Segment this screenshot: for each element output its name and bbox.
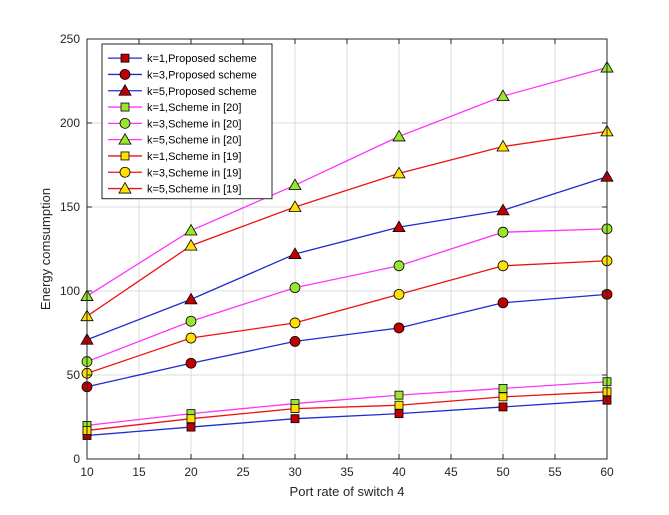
data-point <box>186 414 196 424</box>
y-tick-label: 0 <box>73 452 80 466</box>
data-point <box>288 247 302 259</box>
legend-label: k=3,Scheme in [20] <box>147 118 241 130</box>
legend-label: k=1,Proposed scheme <box>147 53 257 65</box>
data-point <box>498 402 508 412</box>
legend-label: k=5,Scheme in [20] <box>147 135 241 147</box>
data-point <box>496 203 510 216</box>
data-point <box>393 260 405 272</box>
x-tick-label: 45 <box>444 465 458 479</box>
data-point <box>185 332 197 344</box>
legend-label: k=3,Scheme in [19] <box>147 167 241 179</box>
data-point <box>290 414 300 424</box>
data-point <box>498 392 508 402</box>
series-line <box>86 176 608 341</box>
legend-marker <box>120 102 130 112</box>
data-point <box>497 297 509 309</box>
series-line <box>86 381 608 427</box>
legend-item: k=1,Scheme in [19] <box>108 151 241 163</box>
y-tick-label: 150 <box>60 200 80 214</box>
data-point <box>394 390 404 400</box>
legend-label: k=5,Scheme in [19] <box>147 184 241 196</box>
data-point <box>393 288 405 300</box>
series-line <box>86 66 608 297</box>
y-tick-label: 250 <box>60 32 80 46</box>
data-point <box>498 384 508 393</box>
data-point <box>394 400 404 410</box>
data-point <box>290 404 300 414</box>
data-point <box>289 282 301 294</box>
legend-item: k=1,Scheme in [20] <box>108 102 241 114</box>
legend-marker <box>118 132 132 145</box>
legend-item: k=3,Scheme in [19] <box>108 166 241 179</box>
x-tick-label: 30 <box>288 465 302 479</box>
legend-marker <box>119 117 131 129</box>
legend-label: k=1,Scheme in [19] <box>147 151 241 163</box>
data-point <box>392 220 406 233</box>
x-tick-label: 60 <box>600 465 614 479</box>
x-tick-label: 55 <box>548 465 562 479</box>
y-tick-label: 200 <box>60 116 80 130</box>
data-point <box>289 317 301 329</box>
legend-label: k=1,Scheme in [20] <box>147 102 241 114</box>
legend-item: k=5,Scheme in [20] <box>108 132 241 147</box>
y-tick-label: 50 <box>67 368 81 382</box>
legend-item: k=3,Proposed scheme <box>108 69 257 81</box>
y-axis-label: Energy comsumption <box>38 188 53 310</box>
series-line <box>86 260 608 374</box>
data-point <box>394 409 404 419</box>
series-line <box>86 391 608 432</box>
series-9 <box>80 124 614 322</box>
legend-label: k=3,Proposed scheme <box>147 69 257 81</box>
series-line <box>86 399 608 437</box>
data-point <box>184 292 198 305</box>
legend-marker <box>120 53 130 63</box>
legend-item: k=5,Scheme in [19] <box>108 181 241 196</box>
legend-marker <box>120 151 130 161</box>
series-6 <box>80 60 614 301</box>
data-point <box>184 238 198 251</box>
legend-marker <box>119 69 131 80</box>
x-tick-label: 10 <box>80 465 94 479</box>
legend-item: k=3,Scheme in [20] <box>108 117 241 130</box>
data-point <box>497 260 509 272</box>
legend-item: k=1,Proposed scheme <box>108 53 257 65</box>
data-point <box>393 322 405 334</box>
data-point <box>496 89 510 102</box>
legend-marker <box>118 83 132 96</box>
data-point <box>185 357 197 369</box>
data-point <box>184 223 198 236</box>
legend-label: k=5,Proposed scheme <box>147 86 257 98</box>
series-line <box>86 293 608 388</box>
series-line <box>86 228 608 363</box>
data-point <box>497 226 509 238</box>
data-point <box>288 200 302 212</box>
x-tick-label: 50 <box>496 465 510 479</box>
ticks: 10 15 20 25 30 35 40 45 50 55 60 0 50 100 150 200 250 <box>60 32 614 479</box>
series-line <box>86 130 608 317</box>
x-tick-label: 25 <box>236 465 250 479</box>
legend-marker <box>118 181 132 194</box>
data-point <box>186 422 196 432</box>
legend-item: k=5,Proposed scheme <box>108 83 257 98</box>
legend-marker <box>119 166 131 178</box>
series-5 <box>81 223 613 367</box>
x-axis-label: Port rate of switch 4 <box>290 484 405 499</box>
data-point <box>392 166 406 179</box>
data-point <box>289 335 301 347</box>
series-group <box>80 60 614 440</box>
data-point <box>185 315 197 327</box>
legend: k=1,Proposed scheme k=3,Proposed scheme k=… <box>101 43 273 200</box>
data-point <box>496 139 510 152</box>
y-tick-label: 100 <box>60 284 80 298</box>
x-tick-label: 35 <box>340 465 354 479</box>
x-tick-label: 20 <box>184 465 198 479</box>
x-tick-label: 40 <box>392 465 406 479</box>
data-point <box>392 129 406 142</box>
x-tick-label: 15 <box>132 465 146 479</box>
data-point <box>288 178 302 191</box>
